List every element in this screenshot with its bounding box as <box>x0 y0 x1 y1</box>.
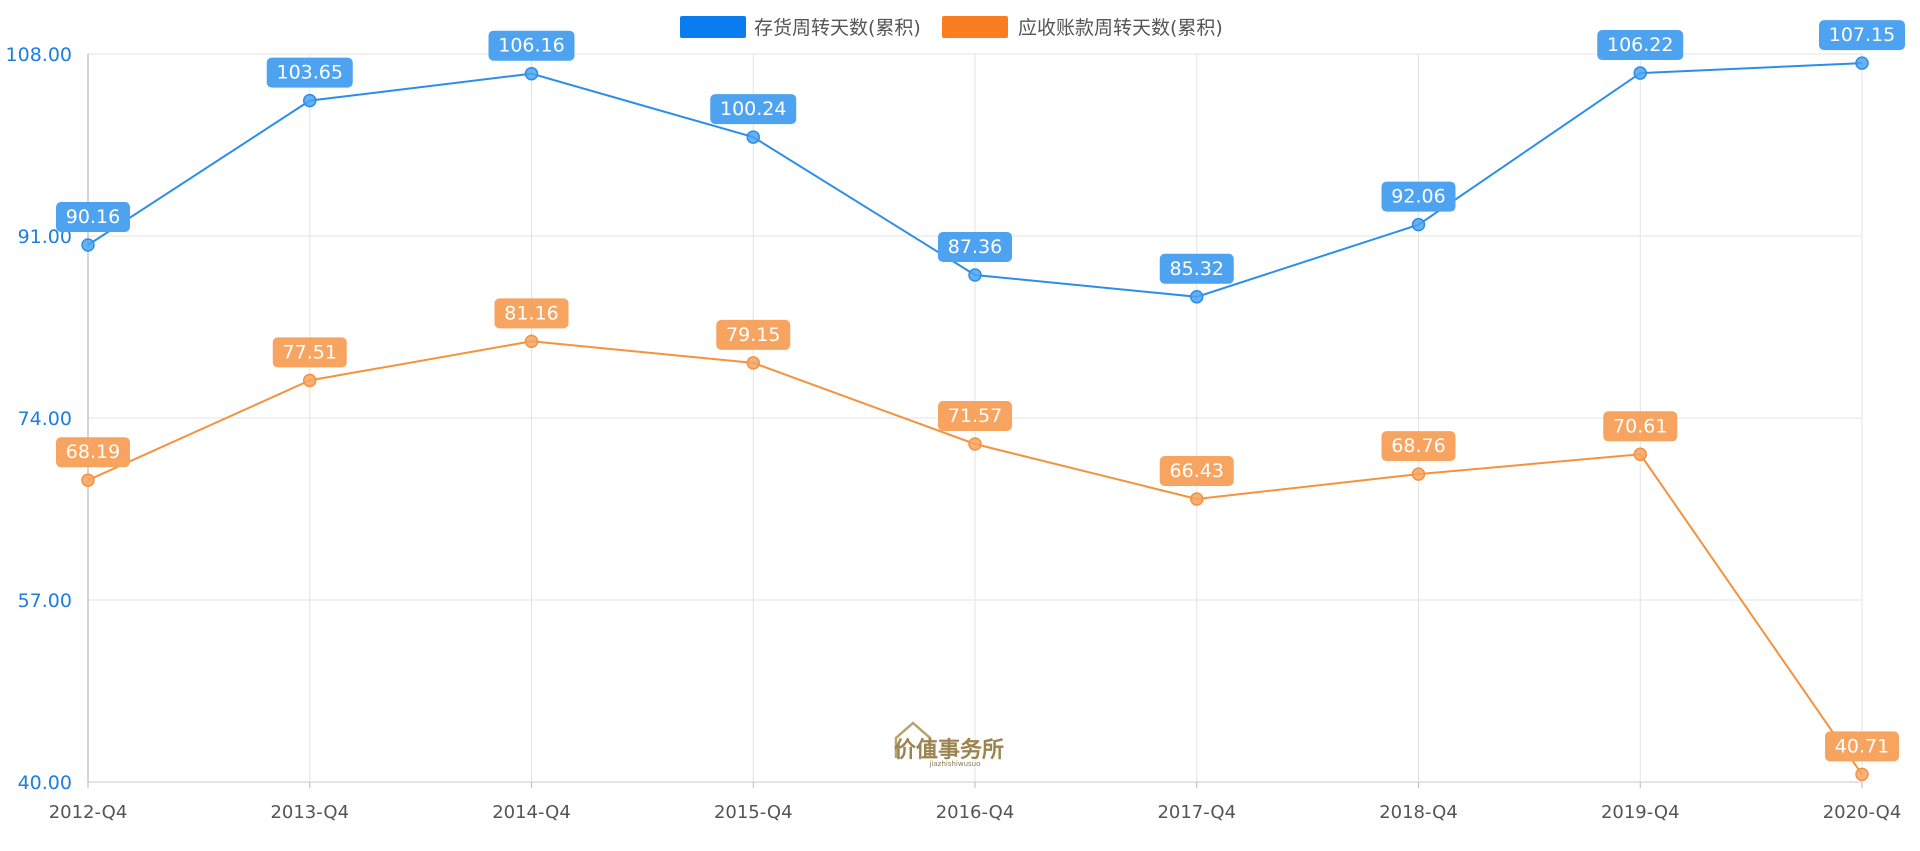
data-point[interactable] <box>1855 767 1869 782</box>
legend-item-2[interactable]: 应收账款周转天数(累积) <box>942 16 1223 39</box>
data-label: 70.61 <box>1613 415 1667 437</box>
data-label-box <box>56 201 130 232</box>
legend-label: 应收账款周转天数(累积) <box>1018 17 1223 39</box>
data-point[interactable] <box>81 473 95 487</box>
data-point[interactable] <box>1855 56 1869 70</box>
data-label-box <box>710 94 797 125</box>
data-point[interactable] <box>968 437 982 451</box>
y-tick-label: 108.00 <box>6 44 72 66</box>
chart-series: 90.16 103.65 106.16 100.24 87.36 85.32 92.06 10… <box>56 20 1905 782</box>
data-point[interactable] <box>746 130 760 144</box>
data-label-box <box>1159 456 1234 487</box>
data-label: 68.76 <box>1391 435 1445 457</box>
chart-axes: 40.00 57.00 74.00 91.00 108.00 2012-Q4 2013-Q4… <box>6 44 1902 823</box>
data-label-box <box>272 337 347 368</box>
data-point[interactable] <box>524 334 539 349</box>
data-label-box <box>488 30 575 61</box>
data-point[interactable] <box>1190 492 1204 506</box>
series-1: 90.16 103.65 106.16 100.24 87.36 85.32 92.06 10… <box>56 20 1905 304</box>
data-label: 107.15 <box>1829 24 1895 46</box>
x-tick-label: 2015-Q4 <box>714 802 793 823</box>
legend-item-1[interactable]: 存货周转天数(累积) <box>680 16 921 39</box>
data-point[interactable] <box>1633 447 1647 462</box>
data-label-box <box>938 231 1012 262</box>
data-point[interactable] <box>303 93 317 108</box>
y-tick-label: 40.00 <box>18 772 72 794</box>
data-label-box <box>1819 20 1905 51</box>
watermark-text: 价值事务所 <box>894 737 1004 763</box>
data-point[interactable] <box>524 66 539 81</box>
data-label: 100.24 <box>720 98 786 120</box>
data-label-box <box>716 319 791 350</box>
data-label-box <box>1381 181 1456 212</box>
x-tick-label: 2014-Q4 <box>492 802 571 823</box>
chart-legend: 存货周转天数(累积) 应收账款周转天数(累积) <box>680 16 1223 39</box>
x-tick-label: 2020-Q4 <box>1823 802 1902 823</box>
x-tick-label: 2019-Q4 <box>1601 802 1680 823</box>
data-point[interactable] <box>1411 217 1426 232</box>
data-label-box <box>1381 431 1456 462</box>
data-label: 77.51 <box>283 341 337 363</box>
legend-swatch <box>942 16 1008 38</box>
house-icon <box>894 721 932 758</box>
watermark-subtext: jiazhishiwusuo <box>929 760 981 768</box>
data-point[interactable] <box>968 268 982 282</box>
data-label: 103.65 <box>277 62 343 84</box>
data-point[interactable] <box>303 373 317 388</box>
data-point[interactable] <box>1190 290 1204 304</box>
y-tick-label: 74.00 <box>18 408 72 430</box>
data-label: 40.71 <box>1835 735 1889 757</box>
x-tick-label: 2016-Q4 <box>936 802 1015 823</box>
data-label-box <box>938 401 1012 432</box>
x-tick-label: 2018-Q4 <box>1379 802 1458 823</box>
x-tick-label: 2013-Q4 <box>270 802 349 823</box>
data-label: 87.36 <box>948 236 1002 258</box>
data-label: 85.32 <box>1170 258 1224 280</box>
data-label-box <box>494 298 569 329</box>
data-label: 90.16 <box>66 206 120 228</box>
data-label: 68.19 <box>66 441 120 463</box>
series-2: 68.19 77.51 81.16 79.15 71.57 66.43 68.76 70.61… <box>56 298 1899 782</box>
data-point[interactable] <box>81 238 95 252</box>
data-label-box <box>1603 411 1678 442</box>
data-point[interactable] <box>1633 66 1647 80</box>
x-tick-label: 2017-Q4 <box>1157 802 1236 823</box>
data-label: 79.15 <box>726 324 780 346</box>
x-tick-label: 2012-Q4 <box>49 802 128 823</box>
data-label: 81.16 <box>504 302 558 324</box>
data-label-box <box>1825 731 1899 762</box>
legend-swatch <box>680 16 746 38</box>
data-label: 71.57 <box>948 405 1002 427</box>
data-label: 92.06 <box>1391 186 1445 208</box>
y-tick-label: 57.00 <box>18 590 72 612</box>
legend-label: 存货周转天数(累积) <box>754 17 921 39</box>
data-label-box <box>266 57 353 88</box>
y-tick-label: 91.00 <box>18 226 72 248</box>
data-label-box <box>1159 253 1234 284</box>
watermark-logo: 价值事务所 jiazhishiwusuo <box>894 721 1004 768</box>
data-point[interactable] <box>746 356 760 370</box>
data-label-box <box>1597 30 1684 61</box>
data-label: 66.43 <box>1170 460 1224 482</box>
data-label-box <box>56 437 130 468</box>
data-label: 106.22 <box>1607 34 1673 56</box>
data-label: 106.16 <box>498 35 564 57</box>
data-point[interactable] <box>1411 467 1426 481</box>
